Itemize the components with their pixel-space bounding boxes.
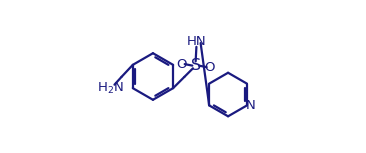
Text: O: O [176, 58, 187, 71]
Text: H$_2$N: H$_2$N [97, 81, 124, 96]
Text: O: O [205, 61, 215, 74]
Text: N: N [245, 99, 255, 112]
Text: HN: HN [187, 35, 206, 48]
Text: S: S [191, 58, 201, 73]
